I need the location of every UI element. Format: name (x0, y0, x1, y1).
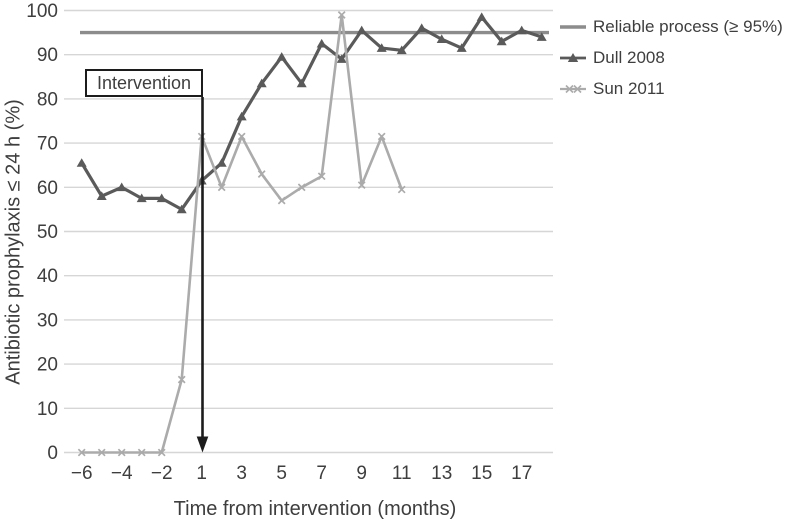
data-point-marker (96, 191, 107, 200)
y-tick-label: 60 (37, 178, 58, 199)
series-sun-2011 (77, 11, 406, 457)
y-tick-label: 70 (37, 134, 58, 155)
x-axis-title: Time from intervention (months) (173, 498, 457, 520)
sun-2011-x-swatch (560, 84, 586, 93)
data-point-marker (496, 36, 507, 46)
legend-item-reliable-process: Reliable process (≥ 95%) (560, 13, 783, 40)
data-point-marker (356, 25, 367, 35)
x-tick-label: −6 (71, 463, 93, 484)
x-tick-label: 15 (471, 463, 492, 484)
data-point-marker (257, 170, 266, 178)
data-point-marker (397, 185, 406, 194)
x-tick-label: 1 (196, 463, 207, 484)
data-point-marker (376, 43, 387, 52)
y-tick-label: 0 (47, 443, 58, 464)
data-point-marker (256, 78, 267, 88)
x-tick-label: −4 (111, 463, 133, 484)
x-tick-label: 7 (316, 463, 327, 484)
data-point-marker (337, 11, 346, 19)
data-point-marker (136, 193, 147, 203)
data-point-marker (536, 32, 547, 41)
data-point-marker (116, 182, 127, 192)
data-point-marker (97, 448, 106, 457)
legend-label: Sun 2011 (593, 78, 665, 98)
data-point-marker (216, 158, 227, 167)
data-point-marker (296, 78, 307, 88)
data-point-marker (297, 183, 306, 192)
data-point-marker (276, 52, 287, 61)
data-point-marker (177, 375, 186, 384)
data-point-marker (77, 448, 86, 457)
x-tick-label: 9 (356, 463, 367, 484)
data-point-marker (516, 25, 527, 35)
data-point-marker (176, 204, 187, 214)
data-point-marker (436, 34, 447, 44)
data-point-marker (137, 448, 146, 457)
intervention-annotation-box: Intervention (85, 69, 203, 97)
data-point-marker (317, 172, 326, 181)
data-point-marker (476, 12, 487, 21)
data-point-marker (377, 132, 386, 141)
data-point-marker (217, 183, 226, 192)
data-point-marker (396, 45, 407, 55)
data-point-marker (277, 196, 286, 205)
reliable-process-line-swatch (560, 24, 586, 29)
y-tick-label: 90 (37, 45, 58, 66)
legend-item-sun-2011: Sun 2011 (560, 75, 783, 102)
legend-label: Dull 2008 (593, 47, 665, 67)
data-point-marker (357, 181, 366, 189)
x-tick-label: 17 (511, 463, 532, 484)
x-tick-label: 3 (236, 463, 247, 484)
data-point-marker (236, 111, 247, 121)
dull-2008-triangle-swatch (560, 52, 586, 62)
y-tick-label: 10 (37, 399, 58, 420)
y-tick-label: 20 (37, 355, 58, 376)
legend-label: Reliable process (≥ 95%) (593, 16, 783, 36)
data-point-marker (157, 448, 166, 457)
data-point-marker (456, 43, 467, 52)
legend: Reliable process (≥ 95%) Dull 2008 Sun 2… (560, 13, 783, 102)
x-tick-label: 11 (392, 463, 412, 484)
y-tick-label: 50 (37, 222, 58, 243)
x-tick-label: 13 (431, 463, 452, 484)
y-tick-label: 40 (37, 266, 58, 287)
y-tick-label: 80 (37, 89, 58, 110)
x-tick-label: −2 (151, 463, 173, 484)
y-tick-label: 100 (26, 1, 58, 22)
x-tick-label: 5 (276, 463, 287, 484)
y-axis-title: Antibiotic prophylaxis ≤ 24 h (%) (2, 99, 25, 385)
data-point-marker (416, 23, 427, 32)
data-point-marker (336, 54, 347, 63)
data-point-marker (156, 193, 167, 203)
legend-item-dull-2008: Dull 2008 (560, 44, 783, 71)
y-tick-label: 30 (37, 310, 58, 331)
data-point-marker (117, 448, 126, 457)
intervention-arrow (196, 97, 209, 453)
data-point-marker (237, 132, 246, 141)
data-point-marker (316, 38, 327, 48)
data-point-marker (76, 158, 87, 167)
series-dull-2008 (76, 12, 547, 214)
intervention-label: Intervention (96, 72, 192, 93)
series-dull-2008-line (80, 15, 543, 211)
